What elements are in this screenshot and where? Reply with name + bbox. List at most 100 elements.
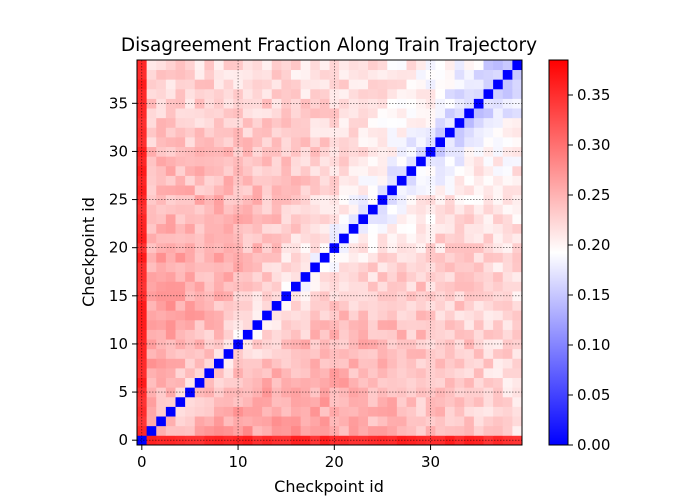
heatmap-cell [512,406,523,417]
heatmap-cell [483,108,494,119]
heatmap-cell [281,204,292,215]
heatmap-cell [445,204,456,215]
heatmap-cell [165,368,176,379]
heatmap-cell [368,262,379,273]
heatmap-cell [300,79,311,90]
heatmap-cell [454,281,465,292]
heatmap-cell [377,185,388,196]
heatmap-cell [214,416,225,427]
heatmap-cell [406,358,417,369]
heatmap-cell [262,204,273,215]
heatmap-cell [445,88,456,99]
heatmap-cell [137,252,148,263]
heatmap-cell [406,204,417,215]
heatmap-cell [242,271,253,282]
heatmap-cell [416,262,427,273]
heatmap-cell [271,425,282,436]
heatmap-cell [319,194,330,205]
heatmap-cell [242,252,253,263]
heatmap-cell [473,262,484,273]
heatmap-cell [194,435,205,446]
heatmap-cell [358,214,369,225]
heatmap-cell [291,214,302,225]
heatmap-cell [368,271,379,282]
heatmap-cell [396,214,407,225]
heatmap-cell [502,117,513,128]
heatmap-cell [348,204,359,215]
heatmap-cell [396,60,407,71]
heatmap-cell [291,425,302,436]
heatmap-cell [502,146,513,157]
heatmap-cell [406,127,417,138]
heatmap-cell [387,69,398,80]
heatmap-cell [464,146,475,157]
heatmap-cell [445,185,456,196]
heatmap-cell [165,271,176,282]
heatmap-cell [406,300,417,311]
heatmap-cell [339,108,350,119]
heatmap-cell [339,117,350,128]
heatmap-cell [416,329,427,340]
heatmap-cell [406,194,417,205]
heatmap-cell [348,329,359,340]
heatmap-cell [242,223,253,234]
heatmap-cell [310,88,321,99]
heatmap-cell [435,348,446,359]
heatmap-cell [387,262,398,273]
heatmap-cell [156,262,167,273]
heatmap-cell [445,117,456,128]
heatmap-cell [493,271,504,282]
heatmap-cell [368,60,379,71]
heatmap-cell [319,329,330,340]
heatmap-cell [165,214,176,225]
heatmap-cell [368,339,379,350]
heatmap-cell [281,358,292,369]
heatmap-cell [204,425,215,436]
heatmap-cell [233,300,244,311]
heatmap-cell [512,319,523,330]
heatmap-cell [387,329,398,340]
heatmap-cell [396,69,407,80]
x-tick-label: 30 [421,453,440,471]
heatmap-cell [348,175,359,186]
heatmap-cell [175,396,186,407]
heatmap-cell [377,348,388,359]
heatmap-cell [512,175,523,186]
heatmap-cell [185,137,196,148]
heatmap-cell [493,69,504,80]
heatmap-cell [146,98,157,109]
heatmap-cell [252,79,263,90]
heatmap-cell [445,79,456,90]
heatmap-cell [493,358,504,369]
heatmap-cell [310,185,321,196]
heatmap-cell [223,319,234,330]
heatmap-cell [319,291,330,302]
heatmap-cell [223,79,234,90]
heatmap-cell [233,156,244,167]
heatmap-cell [396,156,407,167]
heatmap-cell [281,146,292,157]
heatmap-cell [271,291,282,302]
heatmap-cell [300,214,311,225]
heatmap-cell [454,416,465,427]
heatmap-cell [464,339,475,350]
heatmap-cell [242,204,253,215]
heatmap-cell [165,252,176,263]
heatmap-cell [406,319,417,330]
heatmap-cell [512,223,523,234]
heatmap-cell [512,377,523,388]
heatmap-cell [368,223,379,234]
heatmap-cell [512,98,523,109]
heatmap-cell [262,396,273,407]
heatmap-cell [512,396,523,407]
heatmap-cell [493,156,504,167]
heatmap-cell [502,416,513,427]
heatmap-cell [416,204,427,215]
heatmap-cell [454,291,465,302]
heatmap-cell [512,108,523,119]
heatmap-cell [454,406,465,417]
heatmap-cell [175,233,186,244]
heatmap-cell [137,435,148,446]
heatmap-cell [425,387,436,398]
heatmap-cell [329,156,340,167]
